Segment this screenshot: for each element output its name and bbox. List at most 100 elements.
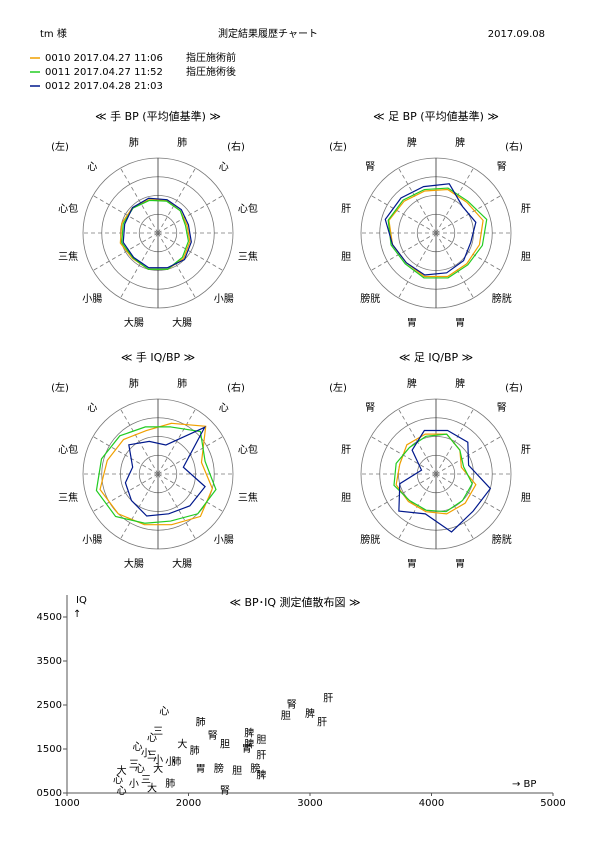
radar-title: ≪ 足 IQ/BP ≫ <box>399 351 473 364</box>
axis-label: 膀胱 <box>492 533 512 546</box>
radar-series <box>398 429 492 533</box>
side-label: (左) <box>51 381 69 394</box>
x-tick-label: 2000 <box>176 798 201 809</box>
scatter-point: 胃 <box>242 743 252 755</box>
radar-series <box>395 433 477 515</box>
report-date: 2017.09.08 <box>488 29 545 40</box>
y-tick-label: 4500 <box>37 612 62 623</box>
spoke <box>157 232 224 271</box>
x-axis-label: → BP <box>512 779 536 790</box>
legend-name: 0010 2017.04.27 11:06 <box>45 53 163 64</box>
spoke <box>120 473 159 540</box>
axis-label: 三焦 <box>238 491 258 504</box>
spoke <box>435 473 502 512</box>
scatter-point: 脾 <box>244 727 254 740</box>
scatter-point: 大 <box>153 762 163 775</box>
spoke <box>157 436 224 475</box>
scatter-point: 小 <box>153 754 163 766</box>
y-tick-label: 2500 <box>37 700 62 711</box>
scatter-point: 膀 <box>250 762 260 775</box>
y-tick-label: 0500 <box>37 788 62 799</box>
axis-label: 心 <box>219 161 229 173</box>
scatter-point: 脾 <box>244 738 254 751</box>
legend-name: 0011 2017.04.27 11:52 <box>45 67 163 78</box>
spoke <box>157 473 196 540</box>
scatter-point: 肺 <box>190 745 200 757</box>
x-tick-label: 5000 <box>540 798 565 809</box>
scatter-point: 脾 <box>305 707 315 720</box>
axis-label: 膀胱 <box>360 292 380 305</box>
axis-label: 心 <box>87 402 97 414</box>
axis-label: 脾 <box>407 136 417 149</box>
spoke <box>157 167 196 234</box>
legend-note: 指圧施術後 <box>186 65 236 78</box>
x-tick-label: 4000 <box>419 798 444 809</box>
axis-label: 肺 <box>177 378 187 390</box>
spoke <box>157 408 196 475</box>
spoke <box>398 167 437 234</box>
scatter-point: 胆 <box>281 710 291 722</box>
scatter-point: 三 <box>153 726 163 737</box>
axis-label: 脾 <box>455 136 465 149</box>
radar-series <box>99 422 213 526</box>
axis-label: 大腸 <box>172 557 192 570</box>
axis-label: 心包 <box>238 202 258 215</box>
spoke <box>92 436 159 475</box>
radar-title: ≪ 足 BP (平均値基準) ≫ <box>373 109 499 123</box>
scatter-point: 胃 <box>196 763 206 775</box>
scatter-point: 心 <box>117 785 127 797</box>
spoke <box>157 232 196 299</box>
axis-label: 小腸 <box>214 293 234 305</box>
x-tick-label: 3000 <box>297 798 322 809</box>
spoke <box>398 232 437 299</box>
radar-series <box>393 433 473 513</box>
axis-label: 腎 <box>497 161 507 173</box>
radar-series <box>387 187 488 279</box>
report-title: 測定結果履歴チャート <box>218 27 318 40</box>
axis-label: 肺 <box>177 137 187 149</box>
radar-series <box>388 188 484 278</box>
legend-note: 指圧施術前 <box>186 51 236 64</box>
scatter-point: 胆 <box>232 765 242 777</box>
side-label: (右) <box>505 140 523 153</box>
axis-label: 胃 <box>407 558 417 570</box>
scatter-point: 三 <box>129 759 139 770</box>
axis-label: 肺 <box>129 378 139 390</box>
radar-title: ≪ 手 IQ/BP ≫ <box>121 350 195 364</box>
axis-label: 肺 <box>129 137 139 149</box>
spoke <box>370 195 437 234</box>
spoke <box>120 167 159 234</box>
axis-label: 心包 <box>58 202 78 215</box>
scatter-point: 肝 <box>256 750 266 762</box>
axis-label: 胃 <box>407 317 417 329</box>
axis-label: 胆 <box>341 251 351 263</box>
axis-label: 脾 <box>455 377 465 390</box>
axis-label: 肝 <box>341 203 351 215</box>
axis-label: 胆 <box>341 492 351 504</box>
axis-label: 小腸 <box>82 534 102 546</box>
user-name: tm 様 <box>40 27 67 40</box>
axis-label: 腎 <box>365 161 375 173</box>
scatter-point: 小 <box>129 778 139 790</box>
spoke <box>92 232 159 271</box>
spoke <box>435 167 474 234</box>
axis-label: 三焦 <box>58 250 78 263</box>
axis-label: 腎 <box>497 402 507 414</box>
axis-label: 大腸 <box>124 316 144 329</box>
radar-series <box>122 197 192 269</box>
scatter-point: 心 <box>147 732 157 744</box>
scatter-point: 腎 <box>208 730 218 742</box>
axis-label: 膀胱 <box>492 292 512 305</box>
scatter-point: 膀 <box>214 762 224 775</box>
radar-series <box>384 183 477 276</box>
axis-label: 大腸 <box>172 316 192 329</box>
axis-label: 心包 <box>58 443 78 456</box>
radar-title: ≪ 手 BP (平均値基準) ≫ <box>95 109 221 123</box>
scatter-point: 腎 <box>220 785 230 797</box>
scatter-point: 胆 <box>220 739 230 751</box>
spoke <box>157 473 224 512</box>
axis-label: 肝 <box>521 203 531 215</box>
scatter-point: 心 <box>135 763 145 775</box>
